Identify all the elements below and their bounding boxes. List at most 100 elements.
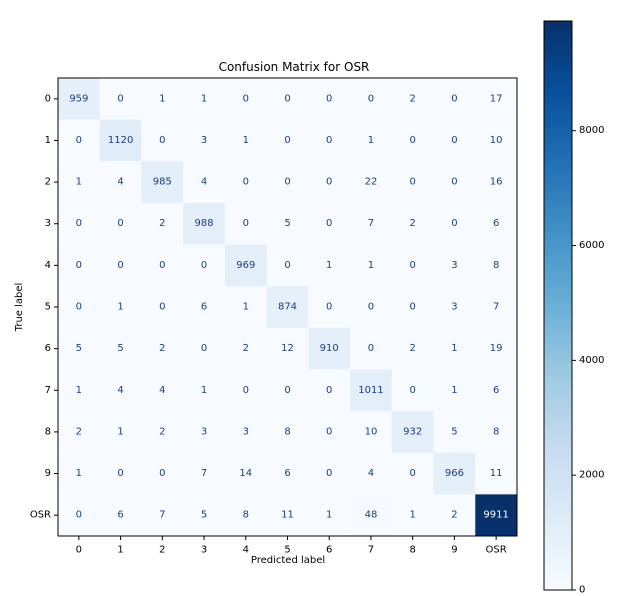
matrix-cell [141, 78, 184, 121]
matrix-cell [350, 161, 393, 204]
y-tick-label: 1 [45, 135, 51, 146]
cell-value-label: 1 [326, 510, 332, 521]
matrix-cell [224, 119, 268, 162]
matrix-cell [475, 369, 518, 412]
matrix-cell [433, 494, 476, 537]
matrix-cell [391, 369, 435, 412]
matrix-cell [391, 327, 435, 370]
cell-value-label: 0 [409, 385, 415, 396]
matrix-cell [475, 286, 518, 329]
matrix-cell [391, 411, 435, 454]
matrix-cell [99, 369, 142, 412]
matrix-cell [391, 494, 435, 537]
cell-value-label: 1 [76, 177, 82, 188]
cell-value-label: 1 [326, 260, 332, 271]
cell-value-label: 1011 [358, 385, 383, 396]
cell-value-label: 0 [76, 135, 82, 146]
matrix-cell [141, 161, 184, 204]
cell-value-label: 910 [320, 343, 339, 354]
matrix-cell [58, 244, 101, 287]
matrix-cell [308, 202, 351, 246]
colorbar-tick-label: 4000 [579, 355, 604, 366]
cell-value-label: 0 [326, 177, 332, 188]
matrix-cell [224, 202, 268, 246]
cell-value-label: 0 [368, 302, 374, 313]
matrix-cell [350, 119, 393, 162]
x-tick-label: 4 [243, 545, 249, 556]
cell-value-label: 12 [281, 343, 294, 354]
cell-value-label: 0 [159, 302, 165, 313]
matrix-cell [58, 327, 101, 370]
matrix-cell [350, 78, 393, 121]
cell-value-label: 0 [243, 385, 249, 396]
matrix-cell [58, 286, 101, 329]
matrix-cell [350, 369, 393, 412]
matrix-cell [433, 452, 476, 495]
matrix-cell [350, 244, 393, 287]
cell-value-label: 0 [76, 510, 82, 521]
cell-value-label: 6 [201, 302, 207, 313]
cell-value-label: 2 [159, 343, 165, 354]
matrix-cell [141, 119, 184, 162]
cell-value-label: 1 [159, 93, 165, 104]
matrix-cell [308, 161, 351, 204]
cell-value-label: 874 [278, 302, 297, 313]
matrix-cell [99, 202, 142, 246]
cell-value-label: 6 [284, 468, 290, 479]
matrix-cell [58, 202, 101, 246]
matrix-cell [475, 244, 518, 287]
y-tick-label: 6 [45, 343, 51, 354]
matrix-cell [183, 286, 226, 329]
matrix-cell [99, 78, 142, 121]
matrix-cell [308, 119, 351, 162]
cell-value-label: 0 [243, 218, 249, 229]
x-tick-label: 0 [76, 545, 82, 556]
matrix-cell [58, 119, 101, 162]
matrix-cell [350, 202, 393, 246]
cell-value-label: 11 [281, 510, 294, 521]
cell-value-label: 4 [117, 385, 123, 396]
cell-value-label: 3 [201, 426, 207, 437]
cell-value-label: 0 [284, 93, 290, 104]
colorbar-tick-label: 2000 [579, 470, 604, 481]
matrix-cell [141, 411, 184, 454]
matrix-cell [308, 244, 351, 287]
cell-value-label: 0 [326, 468, 332, 479]
cell-value-label: 0 [409, 177, 415, 188]
cell-value-label: 1 [76, 468, 82, 479]
cell-value-label: 0 [326, 135, 332, 146]
cell-value-label: 1 [243, 135, 249, 146]
matrix-cell [58, 78, 101, 121]
matrix-cell [266, 411, 309, 454]
matrix-cell [141, 494, 184, 537]
cell-value-label: 985 [153, 177, 172, 188]
cell-value-label: 11 [490, 468, 503, 479]
cell-value-label: 7 [493, 302, 499, 313]
cell-value-label: 0 [326, 93, 332, 104]
cell-value-label: 2 [409, 343, 415, 354]
y-tick-label: 2 [45, 177, 51, 188]
cell-value-label: 0 [326, 385, 332, 396]
cell-value-label: 48 [365, 510, 378, 521]
matrix-cell [99, 327, 142, 370]
matrix-cell [141, 452, 184, 495]
cell-value-label: 0 [76, 302, 82, 313]
matrix-cell [391, 244, 435, 287]
cell-value-label: 3 [201, 135, 207, 146]
matrix-cell [224, 286, 268, 329]
cell-value-label: 4 [368, 468, 374, 479]
y-tick-label: 4 [45, 260, 51, 271]
cell-value-label: 1 [243, 302, 249, 313]
y-tick-label: 5 [45, 302, 51, 313]
cell-value-label: 0 [117, 218, 123, 229]
matrix-cell [266, 78, 309, 121]
cell-value-label: 0 [326, 218, 332, 229]
chart-title: Confusion Matrix for OSR [219, 60, 370, 74]
cell-value-label: 2 [159, 426, 165, 437]
cell-value-label: 0 [117, 260, 123, 271]
cell-value-label: 6 [493, 218, 499, 229]
matrix-cell [266, 369, 309, 412]
matrix-cell [266, 494, 309, 537]
matrix-cell [183, 452, 226, 495]
